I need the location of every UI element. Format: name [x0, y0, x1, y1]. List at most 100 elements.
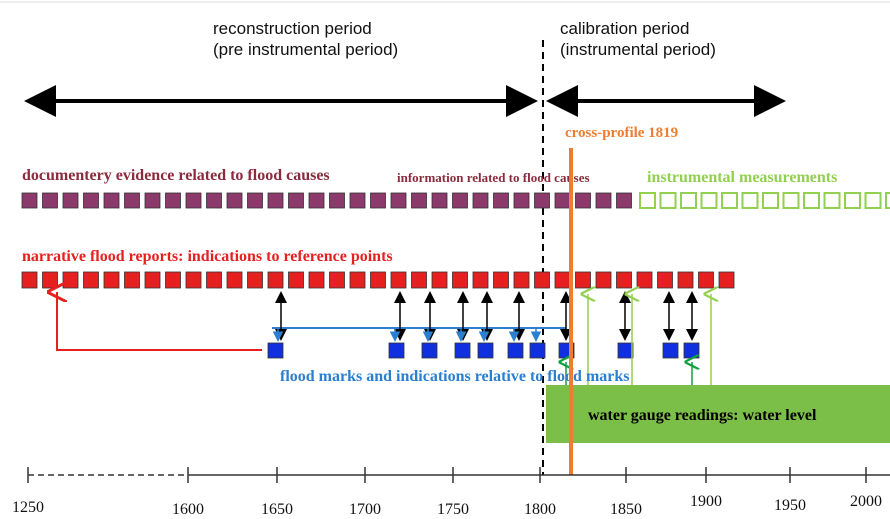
flood-mark-square — [477, 342, 494, 359]
flood-mark-square — [507, 342, 524, 359]
documentary-square — [575, 192, 591, 209]
narrative-square — [431, 271, 448, 289]
documentary-square — [247, 192, 263, 209]
instrumental-square — [700, 192, 718, 209]
instrumental-square — [803, 192, 820, 209]
narrative-square — [493, 271, 509, 289]
documentary-square — [452, 192, 468, 209]
narrative-square — [534, 271, 550, 289]
narrative-square — [185, 271, 202, 289]
documentary-square — [534, 192, 550, 209]
row-label: information related to flood causes — [397, 170, 590, 185]
instrumental-square — [823, 192, 841, 209]
flood-mark-square — [267, 342, 284, 359]
narrative-square — [288, 271, 304, 289]
row-label: narrative flood reports: indications to … — [22, 248, 393, 265]
axis: 1250 1600 1650 1700 1750 1800 1850 1900 1950 2000 — [12, 467, 882, 518]
narrative-square — [206, 271, 222, 289]
narrative-square — [83, 271, 99, 289]
narrative-square — [657, 271, 673, 289]
axis-tick-label: 2000 — [850, 493, 882, 510]
narrative-square — [411, 271, 427, 289]
documentary-square — [595, 192, 612, 209]
flood-marks-label: flood marks and indications relative to … — [280, 368, 630, 385]
axis-tick-label: 1800 — [524, 501, 556, 518]
narrative-square — [144, 271, 161, 289]
narrative-square — [452, 271, 468, 289]
documentary-square — [472, 192, 489, 209]
instrumental-square — [762, 192, 779, 209]
water-gauge-box — [546, 385, 890, 443]
documentary-square — [124, 192, 140, 209]
documentary-square — [206, 192, 222, 209]
narrative-square — [165, 271, 181, 289]
documentary-square — [185, 192, 202, 209]
narrative-square — [124, 271, 140, 289]
period-subtitle: (pre instrumental period) — [213, 40, 398, 59]
narrative-square — [718, 271, 735, 289]
instrumental-square — [721, 192, 738, 209]
narrative-square — [677, 271, 694, 289]
narrative-square — [390, 271, 407, 289]
documentary-square — [554, 192, 571, 209]
documentary-square — [513, 192, 530, 209]
axis-tick-label: 1700 — [349, 501, 381, 518]
documentary-square — [390, 192, 407, 209]
instrumental-square — [864, 192, 882, 209]
documentary-square — [329, 192, 345, 209]
documentary-square — [226, 192, 243, 209]
axis-tick-label: 1850 — [610, 501, 642, 518]
documentary-square — [288, 192, 304, 209]
axis-tick-label: 1650 — [261, 501, 293, 518]
instrumental-square — [639, 192, 656, 209]
instrumental-square — [782, 192, 800, 209]
period-title: calibration period — [560, 19, 689, 38]
flood-mark-square — [388, 342, 405, 359]
narrative-square — [616, 271, 632, 289]
documentary-square — [616, 192, 632, 209]
axis-tick-label: 1600 — [172, 501, 204, 518]
flood-mark-square — [617, 342, 634, 359]
documentary-square — [62, 192, 79, 209]
narrative-square — [370, 271, 386, 289]
reference-connector — [57, 292, 262, 351]
flood-mark-square — [683, 342, 700, 359]
narrative-square — [103, 271, 120, 289]
narrative-square — [349, 271, 366, 289]
narrative-square — [636, 271, 653, 289]
documentary-square — [411, 192, 427, 209]
documentary-square — [493, 192, 509, 209]
documentary-square — [165, 192, 181, 209]
narrative-square — [513, 271, 530, 289]
documentary-square — [431, 192, 448, 209]
cross-profile-label: cross-profile 1819 — [565, 125, 678, 141]
documentary-square — [267, 192, 284, 209]
narrative-square — [698, 271, 714, 289]
documentary-square — [308, 192, 325, 209]
documentary-square — [103, 192, 120, 209]
row-label: instrumental measurements — [647, 169, 837, 186]
narrative-square — [42, 271, 58, 289]
narrative-square — [267, 271, 284, 289]
flood-mark-square — [662, 342, 679, 359]
narrative-square — [21, 271, 38, 289]
period-title: reconstruction period — [213, 19, 372, 38]
instrumental-square — [680, 192, 697, 209]
instrumental-square — [844, 192, 861, 209]
axis-tick-label: 1750 — [437, 501, 469, 518]
narrative-square — [472, 271, 489, 289]
documentary-square — [42, 192, 58, 209]
documentary-square — [370, 192, 386, 209]
evidence-squares — [21, 192, 890, 359]
axis-tick-label: 1900 — [690, 493, 722, 510]
narrative-square — [554, 271, 571, 289]
narrative-square — [308, 271, 325, 289]
axis-tick-label: 1950 — [774, 497, 806, 514]
row-label: documentery evidence related to flood ca… — [22, 167, 330, 184]
documentary-square — [83, 192, 99, 209]
water-gauge-label: water gauge readings: water level — [588, 407, 817, 424]
relation-arrows — [272, 294, 711, 385]
instrumental-square — [885, 192, 890, 209]
flood-mark-square — [529, 342, 546, 359]
